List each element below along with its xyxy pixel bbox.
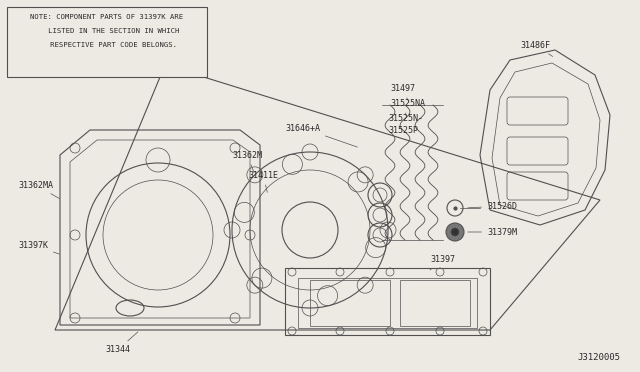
Text: LISTED IN THE SECTION IN WHICH: LISTED IN THE SECTION IN WHICH (35, 28, 179, 34)
Text: 31525P: 31525P (388, 125, 418, 135)
Text: 31397: 31397 (430, 256, 455, 270)
Text: RESPECTIVE PART CODE BELONGS.: RESPECTIVE PART CODE BELONGS. (37, 42, 177, 48)
Text: NOTE: COMPONENT PARTS OF 31397K ARE: NOTE: COMPONENT PARTS OF 31397K ARE (31, 14, 184, 20)
FancyBboxPatch shape (7, 7, 207, 77)
Text: 31646+A: 31646+A (285, 124, 357, 147)
Circle shape (446, 223, 464, 241)
Text: 31497: 31497 (390, 83, 415, 102)
Text: 31525NA: 31525NA (390, 99, 425, 115)
Text: 31362M: 31362M (232, 151, 262, 173)
Text: 31486F: 31486F (520, 41, 553, 57)
Text: 31362MA: 31362MA (18, 180, 60, 199)
Text: 31397K: 31397K (18, 241, 60, 254)
Circle shape (451, 228, 459, 236)
Text: J3120005: J3120005 (577, 353, 620, 362)
Text: 31525N-: 31525N- (388, 113, 423, 122)
Text: 31344: 31344 (105, 332, 138, 355)
Text: 31526D: 31526D (468, 202, 517, 211)
Text: 31379M: 31379M (468, 228, 517, 237)
Text: 31411E: 31411E (248, 170, 278, 192)
